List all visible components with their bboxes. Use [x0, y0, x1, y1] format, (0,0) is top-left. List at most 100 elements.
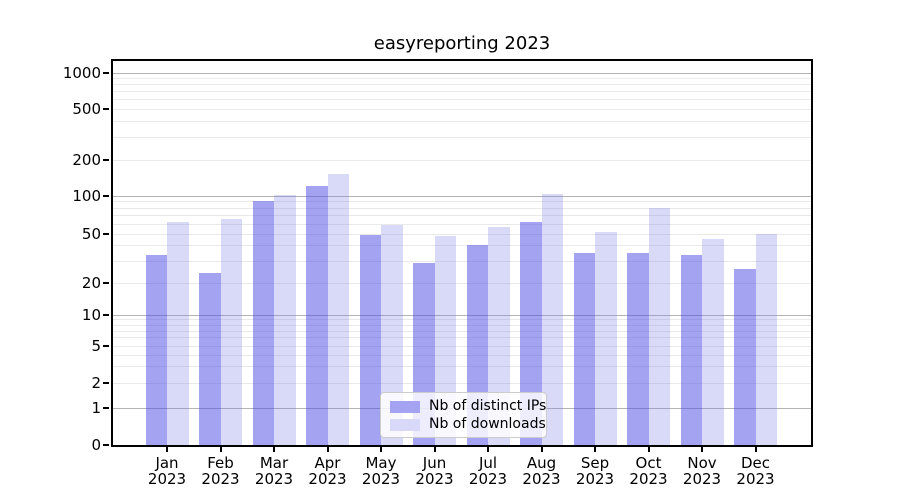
bar-downloads	[702, 238, 724, 445]
bar-distinct-ips	[199, 273, 221, 445]
x-tick-label: Aug 2023	[522, 454, 561, 488]
y-tick-label: 100	[72, 187, 101, 205]
x-tick-mark	[647, 447, 650, 452]
minor-gridline	[113, 337, 811, 339]
minor-gridline	[113, 159, 811, 161]
major-gridline	[113, 195, 811, 197]
y-tick-label: 10	[81, 306, 101, 324]
major-gridline	[113, 72, 811, 74]
bar-downloads	[595, 231, 617, 445]
x-tick-mark	[219, 447, 222, 452]
x-tick-mark	[754, 447, 757, 452]
bar-distinct-ips	[680, 254, 702, 445]
y-tick-label: 200	[72, 151, 101, 169]
y-tick-mark	[103, 233, 109, 235]
minor-gridline	[113, 245, 811, 247]
y-tick-label: 2	[91, 374, 101, 392]
y-tick-label: 5	[91, 337, 101, 355]
y-tick-mark	[103, 444, 109, 446]
x-tick-label: Sep 2023	[575, 454, 615, 488]
minor-gridline	[113, 207, 811, 209]
bar-distinct-ips	[252, 201, 274, 445]
minor-gridline	[113, 91, 811, 92]
minor-gridline	[113, 201, 811, 203]
gridlines	[113, 61, 811, 445]
x-tick-mark	[701, 447, 703, 452]
minor-gridline	[113, 319, 811, 321]
minor-gridline	[113, 78, 811, 79]
y-axis: 0 1 2 5 10 20 50 100 200 500 1000	[0, 61, 111, 454]
bar-downloads	[755, 234, 777, 445]
bar-downloads	[167, 222, 189, 445]
y-tick-mark	[103, 407, 109, 409]
y-tick-mark	[103, 195, 109, 197]
minor-gridline	[113, 215, 811, 217]
y-tick-label: 20	[81, 274, 101, 292]
x-tick-mark	[166, 447, 168, 452]
bar-downloads	[274, 194, 296, 445]
x-tick-mark	[273, 447, 275, 452]
bar-distinct-ips	[734, 269, 756, 445]
chart-title: easyreporting 2023	[373, 33, 551, 54]
x-tick-mark	[326, 447, 329, 452]
x-tick-mark	[594, 447, 596, 452]
minor-gridline	[113, 84, 811, 86]
y-tick-label: 500	[72, 100, 101, 118]
major-gridline	[113, 314, 811, 316]
bar-distinct-ips	[145, 254, 167, 445]
minor-gridline	[113, 366, 811, 368]
minor-gridline	[113, 354, 811, 356]
minor-gridline	[113, 382, 811, 384]
x-tick-label: Apr 2023	[308, 454, 347, 488]
minor-gridline	[113, 345, 811, 347]
x-tick-label: Jul 2023	[468, 454, 508, 488]
minor-gridline	[113, 233, 811, 235]
y-tick-mark	[103, 314, 109, 316]
y-tick-mark	[103, 159, 109, 161]
x-tick-label: Nov 2023	[682, 454, 722, 488]
minor-gridline	[113, 260, 811, 262]
bar-distinct-ips	[520, 222, 542, 445]
bar-distinct-ips	[306, 185, 328, 445]
y-tick-label: 50	[81, 225, 101, 243]
minor-gridline	[113, 282, 811, 284]
legend-swatch-distinct-ips	[390, 400, 420, 413]
bar-downloads	[488, 226, 510, 445]
bar-distinct-ips	[627, 253, 649, 445]
y-tick-mark	[103, 345, 109, 347]
bar-downloads	[648, 208, 670, 445]
bar-distinct-ips	[573, 253, 595, 445]
y-tick-label: 1	[91, 399, 101, 417]
minor-gridline	[113, 223, 811, 225]
x-tick-mark	[487, 447, 489, 452]
minor-gridline	[113, 108, 811, 110]
x-tick-label: Jun 2023	[415, 454, 454, 488]
x-tick-label: Dec 2023	[736, 454, 775, 488]
x-tick-label: May 2023	[361, 454, 401, 488]
legend-label-distinct-ips: Nb of distinct IPs	[429, 398, 547, 414]
x-tick-label: Oct 2023	[629, 454, 668, 488]
x-tick-label: Mar 2023	[254, 454, 294, 488]
bar-downloads	[220, 218, 242, 445]
x-tick-mark	[380, 447, 382, 452]
legend-item-distinct-ips: Nb of distinct IPs	[390, 398, 546, 415]
minor-gridline	[113, 99, 811, 100]
minor-gridline	[113, 120, 811, 122]
y-tick-mark	[103, 108, 109, 110]
bar-downloads	[541, 193, 563, 445]
x-tick-mark	[540, 447, 543, 452]
bar-downloads	[381, 224, 403, 445]
x-tick-mark	[433, 447, 436, 452]
minor-gridline	[113, 324, 811, 326]
y-tick-mark	[103, 382, 109, 384]
minor-gridline	[113, 330, 811, 332]
legend-label-downloads: Nb of downloads	[429, 416, 546, 432]
bars-layer	[113, 61, 811, 445]
bar-distinct-ips	[359, 235, 381, 445]
plot-area: Nb of distinct IPs Nb of downloads	[111, 59, 813, 447]
x-tick-label: Jan 2023	[147, 454, 187, 488]
legend-item-downloads: Nb of downloads	[390, 416, 546, 433]
legend: Nb of distinct IPs Nb of downloads	[380, 392, 547, 438]
y-tick-mark	[103, 282, 109, 284]
